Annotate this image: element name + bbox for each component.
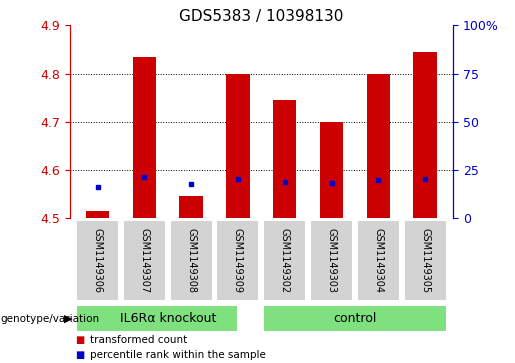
- Text: IL6Rα knockout: IL6Rα knockout: [119, 312, 216, 325]
- FancyBboxPatch shape: [169, 220, 213, 301]
- Text: control: control: [333, 312, 376, 325]
- FancyBboxPatch shape: [76, 220, 119, 301]
- FancyBboxPatch shape: [357, 220, 400, 301]
- Text: genotype/variation: genotype/variation: [1, 314, 99, 323]
- Bar: [180, 196, 203, 218]
- Text: GSM1149305: GSM1149305: [420, 228, 430, 293]
- Text: GSM1149306: GSM1149306: [93, 228, 102, 293]
- Bar: [320, 122, 343, 218]
- FancyBboxPatch shape: [263, 305, 447, 333]
- FancyBboxPatch shape: [123, 220, 166, 301]
- FancyBboxPatch shape: [310, 220, 353, 301]
- Text: percentile rank within the sample: percentile rank within the sample: [90, 350, 266, 360]
- Text: GSM1149307: GSM1149307: [140, 228, 149, 293]
- Text: GSM1149308: GSM1149308: [186, 228, 196, 293]
- Text: GSM1149304: GSM1149304: [373, 228, 383, 293]
- Bar: [367, 73, 390, 218]
- Text: GSM1149309: GSM1149309: [233, 228, 243, 293]
- Bar: [86, 211, 109, 218]
- FancyBboxPatch shape: [404, 220, 447, 301]
- Bar: [414, 52, 437, 218]
- FancyBboxPatch shape: [263, 220, 306, 301]
- Text: ▶: ▶: [64, 314, 73, 323]
- Bar: [273, 100, 297, 218]
- Title: GDS5383 / 10398130: GDS5383 / 10398130: [179, 9, 344, 24]
- Bar: [226, 73, 250, 218]
- Text: ■: ■: [75, 335, 84, 346]
- Bar: [133, 57, 156, 218]
- FancyBboxPatch shape: [76, 305, 238, 333]
- Text: GSM1149303: GSM1149303: [327, 228, 336, 293]
- Text: ■: ■: [75, 350, 84, 360]
- FancyBboxPatch shape: [216, 220, 260, 301]
- Text: GSM1149302: GSM1149302: [280, 228, 290, 293]
- Text: transformed count: transformed count: [90, 335, 187, 346]
